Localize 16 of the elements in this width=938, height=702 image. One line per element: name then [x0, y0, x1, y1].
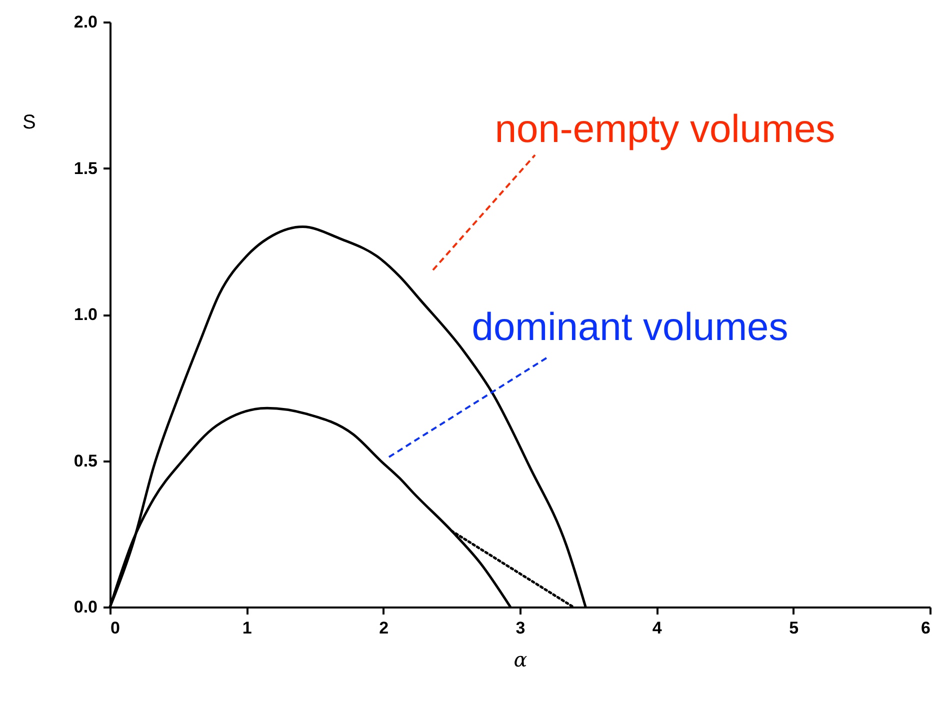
- annotation: dominant volumes: [472, 306, 788, 349]
- x-tick-label: 6: [921, 618, 930, 638]
- annotation: non-empty volumes: [494, 108, 836, 151]
- y-tick-label: 0.5: [74, 451, 98, 470]
- x-axis-title: α: [514, 648, 528, 672]
- x-tick-label: 5: [789, 618, 799, 638]
- x-tick-label: 0: [110, 618, 120, 638]
- y-axis-title: S: [22, 112, 36, 134]
- x-tick-label: 1: [242, 618, 252, 638]
- x-tick-label: 3: [516, 618, 526, 638]
- y-tick-label: 0.0: [74, 598, 98, 616]
- y-tick-label: 1.0: [74, 305, 98, 324]
- x-tick-label: 4: [652, 618, 662, 638]
- y-tick-label: 1.5: [74, 158, 98, 178]
- y-tick-label: 2.0: [74, 12, 98, 32]
- x-tick-label: 2: [379, 618, 389, 638]
